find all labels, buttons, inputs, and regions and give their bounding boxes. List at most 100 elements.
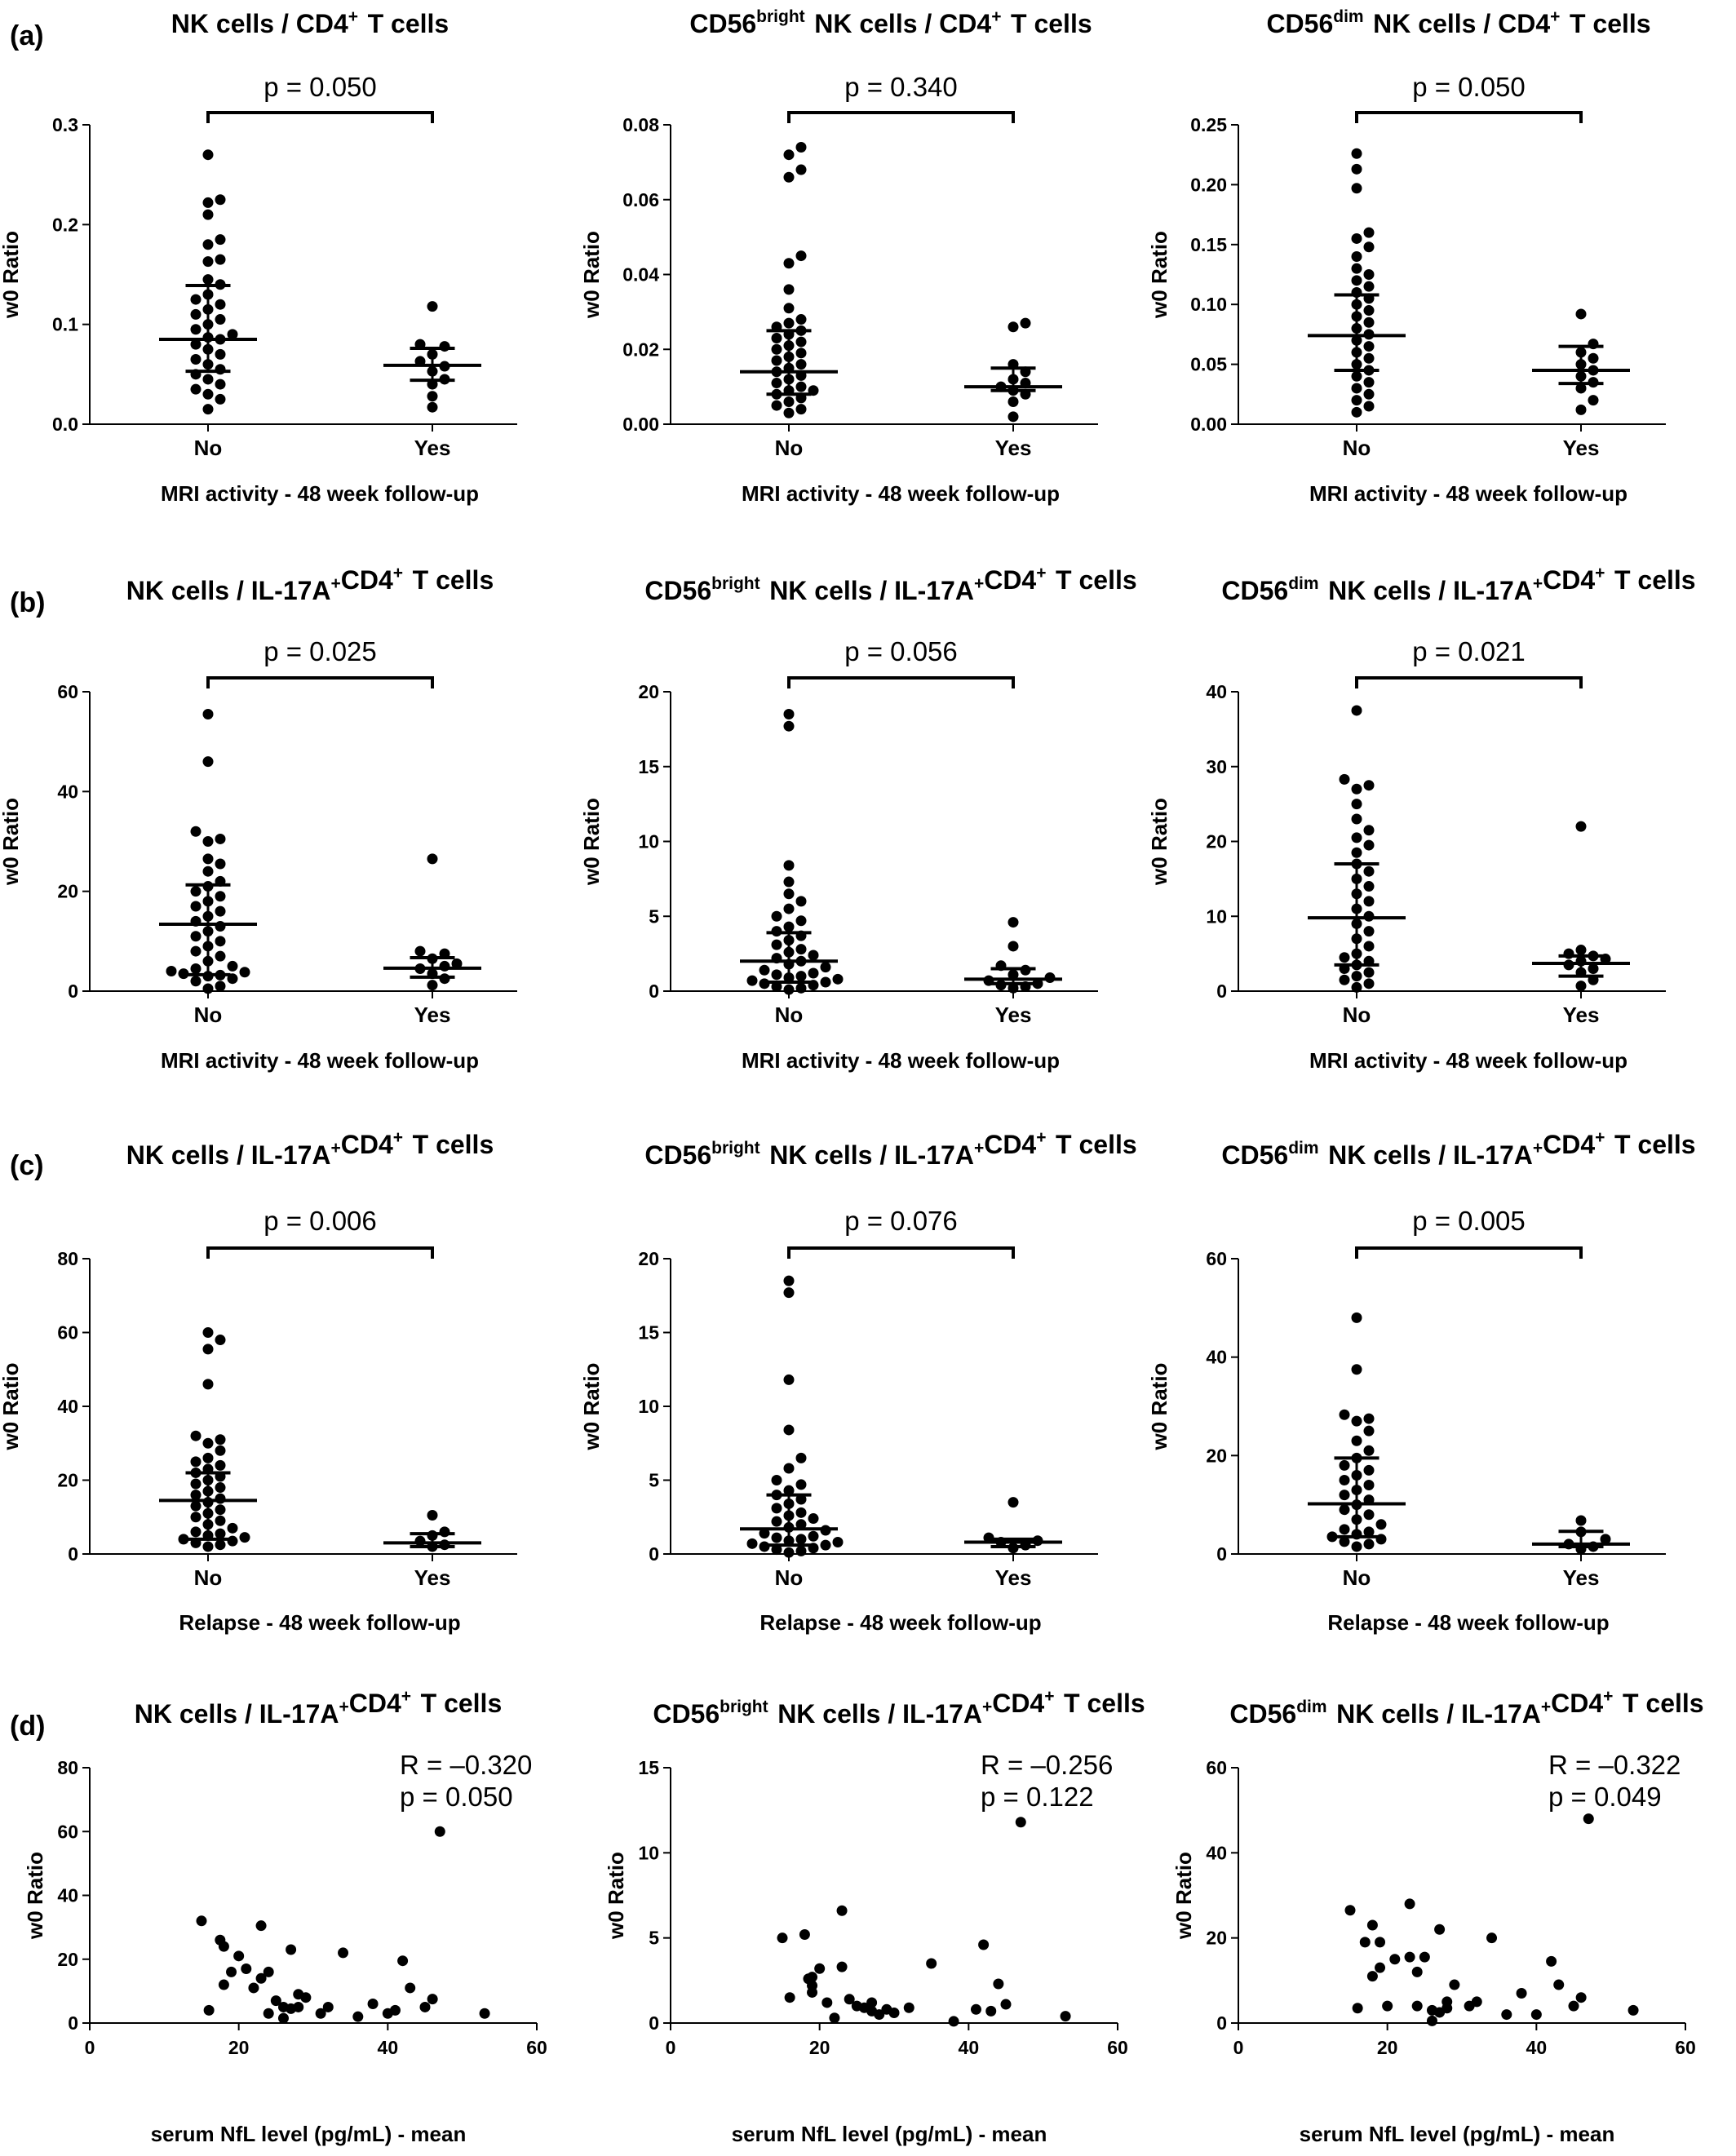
title-text: NK cells / IL-17A [770, 1699, 982, 1729]
data-point [1351, 813, 1362, 825]
chart-title: CD56bright NK cells / IL-17A+CD4+ T cell… [644, 1128, 1136, 1170]
x-axis-label: Relapse - 48 week follow-up [179, 1610, 460, 1635]
data-point [202, 1344, 214, 1355]
data-point [1008, 396, 1019, 407]
x-tick-label: 20 [228, 2037, 250, 2058]
data-point [1628, 2004, 1639, 2016]
x-axis-label: serum NfL level (pg/mL) - mean [1300, 2122, 1615, 2146]
title-superscript: bright [711, 574, 760, 593]
data-point [196, 1915, 207, 1927]
data-point [227, 329, 238, 340]
data-point [1516, 1987, 1527, 1999]
x-axis-label: MRI activity - 48 week follow-up [1309, 1048, 1628, 1073]
data-point [1575, 383, 1587, 394]
data-point [215, 1528, 226, 1539]
p-value-label: p = 0.056 [844, 636, 958, 666]
x-tick-label: 40 [378, 2037, 399, 2058]
data-point [783, 303, 795, 314]
y-axis-label: w0 Ratio [604, 1852, 628, 1940]
y-tick-label: 0.15 [1190, 234, 1227, 255]
title-text: T cells [361, 9, 450, 38]
y-tick-label: 80 [57, 1248, 78, 1269]
title-superscript: + [974, 1139, 984, 1158]
title-text: CD56 [1221, 1140, 1288, 1170]
y-tick-label: 0 [649, 2012, 659, 2034]
chart-a2: CD56bright NK cells / CD4+ T cells 0.00 0.… [579, 7, 1098, 506]
title-superscript: dim [1288, 1139, 1318, 1158]
data-point [993, 1978, 1004, 1990]
data-point [1351, 1364, 1362, 1375]
data-point [783, 709, 795, 720]
data-point [1363, 352, 1375, 364]
data-point [241, 1963, 252, 1974]
data-point [255, 1920, 267, 1932]
data-point [771, 939, 782, 950]
title-superscript: + [1541, 1698, 1551, 1716]
y-tick-label: 0 [1216, 2012, 1227, 2034]
data-point [759, 1528, 770, 1539]
data-point [190, 294, 202, 305]
y-tick-label: 20 [57, 1470, 78, 1491]
title-text: CD56 [1266, 9, 1333, 38]
data-point [427, 401, 438, 413]
title-text: T cells [1607, 565, 1696, 595]
data-point [1363, 926, 1375, 937]
data-point [1575, 1992, 1587, 2003]
data-point [795, 1494, 807, 1505]
data-point [903, 2002, 914, 2013]
p-value-label: p = 0.340 [844, 72, 958, 102]
data-point [190, 931, 202, 942]
data-point [215, 1335, 226, 1346]
p-value-label: p = 0.021 [1412, 636, 1526, 666]
data-point [215, 379, 226, 390]
chart-c1: NK cells / IL-17A+CD4+ T cells020406080w… [0, 1128, 517, 1635]
data-point [1351, 275, 1362, 286]
data-point [1352, 2003, 1363, 2014]
category-label: Yes [414, 436, 451, 460]
chart-title: CD56bright NK cells / CD4+ T cells [689, 7, 1092, 38]
y-tick-label: 10 [638, 831, 659, 852]
data-point [799, 1928, 810, 1940]
title-text: CD4 [1543, 565, 1595, 595]
data-point [215, 1493, 226, 1504]
data-point [190, 976, 202, 987]
data-point [178, 1534, 189, 1545]
y-tick-label: 15 [638, 1757, 659, 1778]
data-point [783, 149, 795, 161]
data-point [1575, 821, 1587, 832]
y-tick-label: 20 [57, 1949, 78, 1970]
panel-label: (a) [10, 20, 44, 51]
data-point [1363, 1526, 1375, 1538]
data-point [215, 1539, 226, 1551]
category-label: No [194, 1003, 223, 1027]
y-tick-label: 0.2 [52, 214, 78, 235]
data-point [203, 2004, 215, 2016]
data-point [1546, 1955, 1557, 1967]
data-point [1008, 941, 1019, 952]
data-point [1363, 967, 1375, 978]
data-point [1575, 404, 1587, 415]
data-point [1363, 978, 1375, 989]
title-superscript: + [1036, 564, 1046, 582]
data-point [215, 254, 226, 265]
data-point [322, 2001, 334, 2012]
data-point [190, 339, 202, 350]
data-point [795, 944, 807, 955]
data-point [215, 194, 226, 206]
chart-b2: CD56bright NK cells / IL-17A+CD4+ T cell… [579, 564, 1137, 1073]
category-label: Yes [1563, 1565, 1600, 1590]
data-point [215, 1515, 226, 1526]
y-tick-label: 0.0 [52, 414, 78, 435]
data-point [427, 301, 438, 312]
data-point [1351, 1312, 1362, 1323]
data-point [427, 1509, 438, 1521]
data-point [1339, 1536, 1350, 1547]
y-tick-label: 0.02 [622, 339, 659, 360]
data-point [389, 2004, 401, 2016]
data-point [795, 971, 807, 982]
data-point [1015, 1817, 1026, 1828]
data-point [784, 1992, 795, 2003]
title-superscript: + [331, 1139, 341, 1158]
data-point [190, 1490, 202, 1501]
data-point [807, 1972, 818, 1983]
